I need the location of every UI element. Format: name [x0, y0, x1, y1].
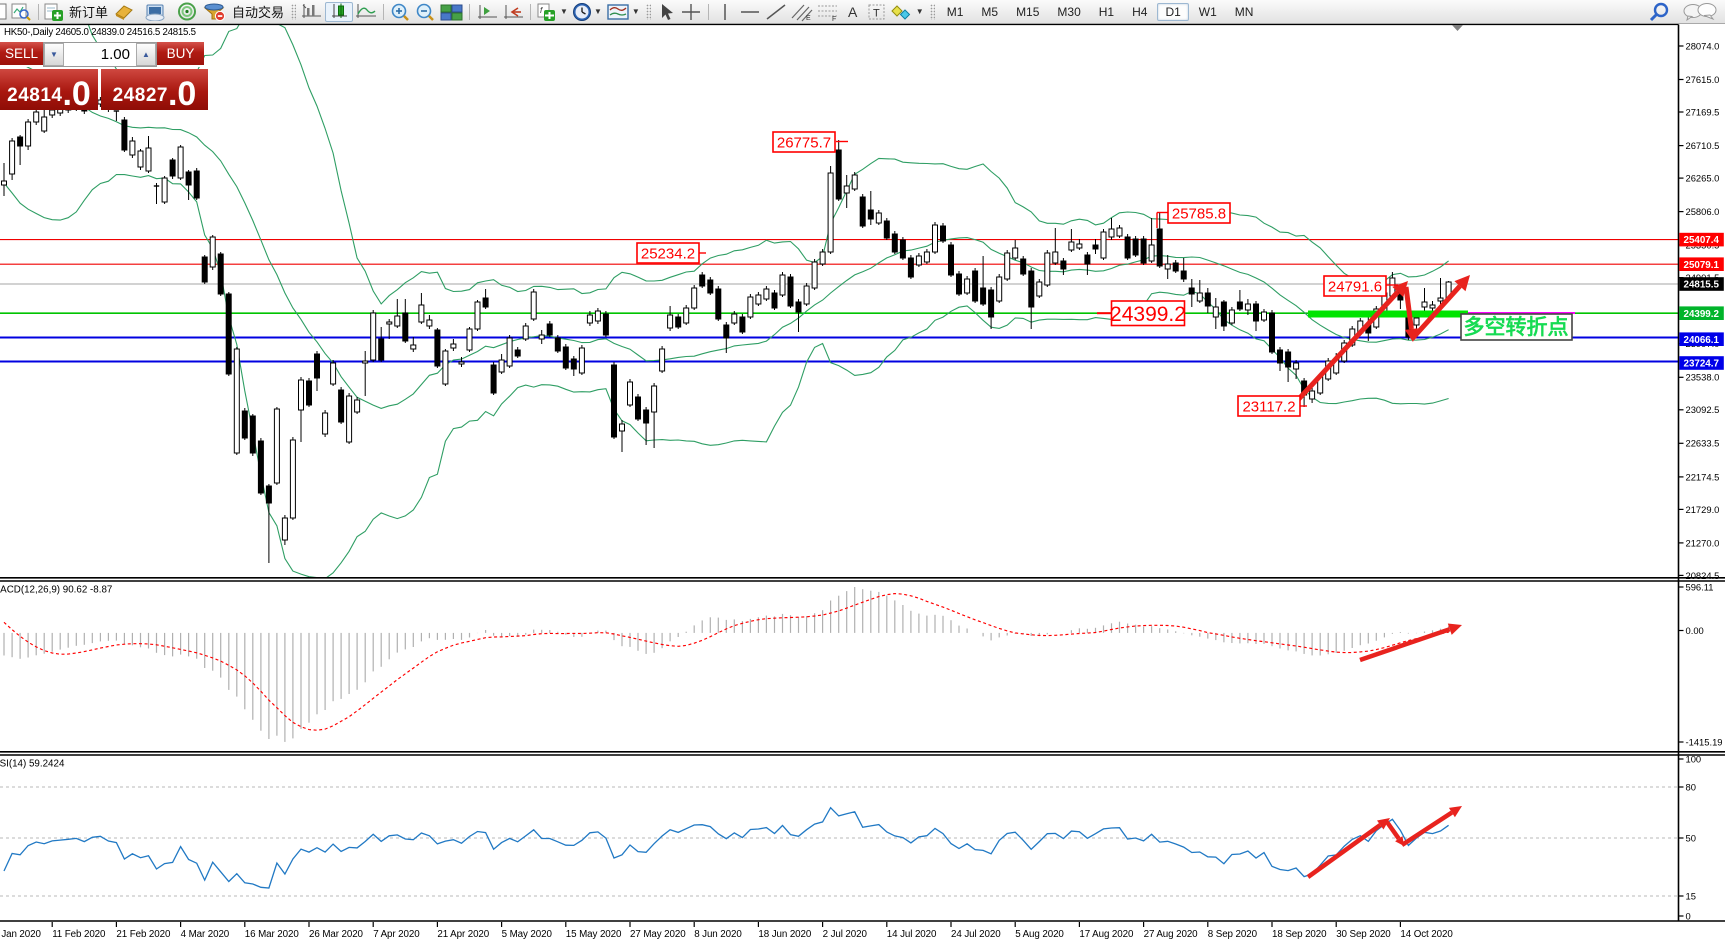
svg-text:22633.5: 22633.5 — [1686, 438, 1720, 449]
svg-text:100: 100 — [1686, 753, 1702, 764]
svg-text:24791.6: 24791.6 — [1328, 278, 1382, 295]
svg-text:F: F — [832, 16, 836, 22]
svg-text:E: E — [806, 15, 811, 22]
svg-text:26775.7: 26775.7 — [777, 134, 831, 151]
svg-text:25785.8: 25785.8 — [1172, 205, 1226, 222]
svg-text:RSI(14) 59.2424: RSI(14) 59.2424 — [0, 759, 65, 770]
svg-text:23117.2: 23117.2 — [1242, 398, 1295, 415]
svg-text:30 Jan 2020: 30 Jan 2020 — [0, 929, 41, 940]
svg-text:多空转折点: 多空转折点 — [1464, 315, 1569, 339]
svg-text:f: f — [540, 6, 543, 15]
svg-text:22174.5: 22174.5 — [1686, 471, 1720, 482]
svg-text:17 Aug 2020: 17 Aug 2020 — [1079, 929, 1134, 940]
svg-text:5 Aug 2020: 5 Aug 2020 — [1015, 929, 1064, 940]
svg-text:26 Mar 2020: 26 Mar 2020 — [309, 929, 364, 940]
svg-text:0: 0 — [1686, 910, 1691, 921]
svg-text:28074.0: 28074.0 — [1686, 40, 1720, 51]
svg-text:80: 80 — [1686, 781, 1696, 792]
svg-text:0.00: 0.00 — [1686, 625, 1704, 636]
svg-text:27169.5: 27169.5 — [1686, 106, 1720, 117]
svg-text:18 Sep 2020: 18 Sep 2020 — [1272, 929, 1327, 940]
svg-text:21 Feb 2020: 21 Feb 2020 — [116, 929, 171, 940]
svg-text:MACD(12,26,9) 90.62 -8.87: MACD(12,26,9) 90.62 -8.87 — [0, 585, 112, 596]
svg-text:20824.5: 20824.5 — [1686, 570, 1720, 581]
svg-text:16 Mar 2020: 16 Mar 2020 — [245, 929, 300, 940]
svg-text:15: 15 — [1686, 890, 1696, 901]
svg-text:24815.5: 24815.5 — [1684, 280, 1720, 291]
svg-text:A: A — [848, 4, 858, 20]
svg-text:27 Aug 2020: 27 Aug 2020 — [1144, 929, 1199, 940]
svg-text:HK50-,Daily 24605.0 24839.0 2: HK50-,Daily 24605.0 24839.0 24516.5 2481… — [4, 27, 196, 38]
svg-text:596.11: 596.11 — [1686, 581, 1714, 592]
svg-text:24399.2: 24399.2 — [1684, 309, 1720, 320]
svg-text:21729.0: 21729.0 — [1686, 504, 1720, 515]
svg-text:21270.0: 21270.0 — [1686, 537, 1720, 548]
svg-text:30 Sep 2020: 30 Sep 2020 — [1336, 929, 1391, 940]
svg-text:50: 50 — [1686, 832, 1696, 843]
svg-text:24 Jul 2020: 24 Jul 2020 — [951, 929, 1001, 940]
svg-text:14 Oct 2020: 14 Oct 2020 — [1400, 929, 1453, 940]
svg-text:8 Jun 2020: 8 Jun 2020 — [694, 929, 742, 940]
svg-text:14 Jul 2020: 14 Jul 2020 — [887, 929, 937, 940]
svg-text:26710.5: 26710.5 — [1686, 140, 1720, 151]
svg-text:23538.0: 23538.0 — [1686, 372, 1720, 383]
svg-text:5 May 2020: 5 May 2020 — [502, 929, 553, 940]
svg-text:25234.2: 25234.2 — [641, 245, 695, 262]
svg-text:4 Mar 2020: 4 Mar 2020 — [181, 929, 230, 940]
svg-text:25806.0: 25806.0 — [1686, 206, 1720, 217]
svg-text:26265.0: 26265.0 — [1686, 173, 1720, 184]
svg-text:8 Sep 2020: 8 Sep 2020 — [1208, 929, 1258, 940]
svg-text:23092.5: 23092.5 — [1686, 404, 1720, 415]
svg-text:23724.7: 23724.7 — [1684, 359, 1720, 370]
svg-text:7 Apr 2020: 7 Apr 2020 — [373, 929, 420, 940]
svg-text:15 May 2020: 15 May 2020 — [566, 929, 622, 940]
svg-text:21 Apr 2020: 21 Apr 2020 — [437, 929, 489, 940]
svg-text:25079.1: 25079.1 — [1684, 260, 1720, 271]
svg-text:27 May 2020: 27 May 2020 — [630, 929, 686, 940]
svg-text:11 Feb 2020: 11 Feb 2020 — [52, 929, 106, 940]
svg-text:T: T — [873, 7, 880, 19]
svg-text:-1415.19: -1415.19 — [1686, 736, 1723, 747]
svg-text:18 Jun 2020: 18 Jun 2020 — [758, 929, 811, 940]
svg-text:24066.1: 24066.1 — [1684, 335, 1720, 346]
svg-text:25407.4: 25407.4 — [1684, 235, 1720, 246]
svg-text:2 Jul 2020: 2 Jul 2020 — [823, 929, 868, 940]
svg-text:24399.2: 24399.2 — [1110, 303, 1186, 326]
svg-text:27615.0: 27615.0 — [1686, 74, 1720, 85]
